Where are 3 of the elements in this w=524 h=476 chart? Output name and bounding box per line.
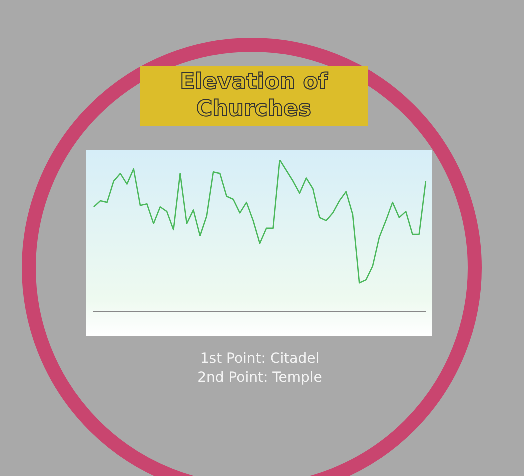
chart-title: Elevation of Churches — [140, 66, 368, 126]
text: 2nd Point: Temple — [196, 369, 324, 388]
text: 1st Point: Citadel — [199, 350, 321, 369]
